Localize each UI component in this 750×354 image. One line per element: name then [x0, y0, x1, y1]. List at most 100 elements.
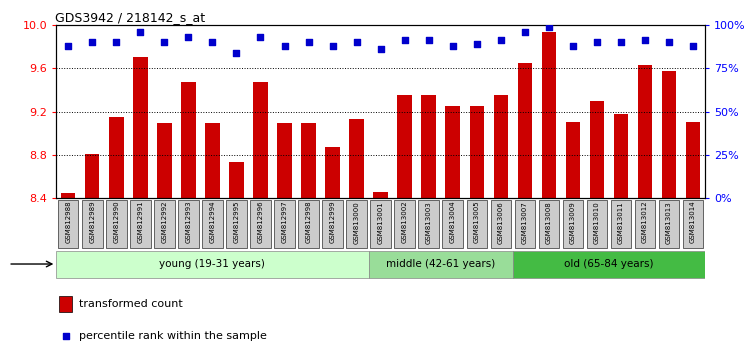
Bar — [230, 162, 244, 198]
Bar — [490, 200, 511, 247]
Bar — [614, 114, 628, 198]
Bar — [130, 200, 151, 247]
Bar — [370, 200, 391, 247]
Bar — [322, 200, 343, 247]
Point — [591, 39, 603, 45]
Text: GSM812997: GSM812997 — [281, 201, 287, 244]
Bar — [178, 200, 199, 247]
Point — [567, 43, 579, 48]
Bar — [513, 251, 705, 278]
Point — [639, 38, 651, 43]
Bar — [494, 95, 508, 198]
Bar — [442, 200, 463, 247]
Text: GSM812992: GSM812992 — [161, 201, 167, 243]
Text: GSM812993: GSM812993 — [185, 201, 191, 244]
Text: GSM813013: GSM813013 — [666, 201, 672, 244]
Text: GDS3942 / 218142_s_at: GDS3942 / 218142_s_at — [55, 11, 205, 24]
Bar — [682, 200, 703, 247]
Text: GSM813012: GSM813012 — [642, 201, 648, 244]
Point — [134, 29, 146, 35]
Bar — [106, 200, 127, 247]
Text: GSM812999: GSM812999 — [329, 201, 335, 244]
Bar — [182, 82, 196, 198]
Bar — [58, 200, 79, 247]
Bar — [326, 147, 340, 198]
Bar — [419, 200, 439, 247]
Point — [471, 41, 483, 47]
Bar — [82, 200, 103, 247]
Text: GSM813001: GSM813001 — [377, 201, 383, 244]
Text: GSM813007: GSM813007 — [522, 201, 528, 244]
Point — [86, 39, 98, 45]
Bar — [446, 106, 460, 198]
Bar — [686, 122, 700, 198]
Bar — [298, 200, 319, 247]
Text: old (65-84 years): old (65-84 years) — [564, 259, 654, 269]
Point — [158, 39, 170, 45]
Point — [110, 39, 122, 45]
Bar — [374, 192, 388, 198]
Bar — [278, 124, 292, 198]
Bar — [394, 200, 415, 247]
Bar — [350, 119, 364, 198]
Point — [447, 43, 459, 48]
Point — [399, 38, 411, 43]
Text: GSM813003: GSM813003 — [426, 201, 432, 244]
Bar — [254, 82, 268, 198]
Bar — [466, 200, 487, 247]
Text: GSM812998: GSM812998 — [305, 201, 311, 244]
Text: GSM812996: GSM812996 — [257, 201, 263, 244]
Text: GSM813008: GSM813008 — [546, 201, 552, 244]
Point — [495, 38, 507, 43]
Point — [374, 46, 387, 52]
Text: GSM812989: GSM812989 — [89, 201, 95, 244]
Text: GSM812995: GSM812995 — [233, 201, 239, 243]
Bar — [658, 200, 680, 247]
Text: GSM812988: GSM812988 — [65, 201, 71, 244]
Text: middle (42-61 years): middle (42-61 years) — [386, 259, 495, 269]
Bar — [85, 154, 100, 198]
Text: percentile rank within the sample: percentile rank within the sample — [79, 331, 267, 341]
Text: GSM813014: GSM813014 — [690, 201, 696, 244]
Bar — [109, 117, 124, 198]
Point — [254, 34, 266, 40]
Text: GSM813010: GSM813010 — [594, 201, 600, 244]
Text: GSM813006: GSM813006 — [498, 201, 504, 244]
Point — [206, 39, 218, 45]
Bar — [154, 200, 175, 247]
Bar — [398, 95, 412, 198]
Text: GSM813009: GSM813009 — [570, 201, 576, 244]
Point — [519, 29, 531, 35]
Bar — [368, 251, 513, 278]
Point — [543, 24, 555, 29]
Bar — [470, 106, 484, 198]
Bar — [274, 200, 295, 247]
Bar — [610, 200, 631, 247]
Bar — [251, 200, 271, 247]
Bar — [302, 124, 316, 198]
Point — [423, 38, 435, 43]
Bar — [61, 193, 76, 198]
Bar — [514, 200, 535, 247]
Bar — [346, 200, 367, 247]
Text: GSM813000: GSM813000 — [353, 201, 359, 244]
Bar — [206, 124, 220, 198]
Text: young (19-31 years): young (19-31 years) — [160, 259, 266, 269]
Bar — [566, 122, 580, 198]
Bar — [586, 200, 607, 247]
Point — [62, 43, 74, 48]
Text: GSM812991: GSM812991 — [137, 201, 143, 244]
Point — [302, 39, 314, 45]
Bar — [59, 296, 73, 312]
Text: GSM813002: GSM813002 — [402, 201, 408, 244]
Bar — [518, 63, 532, 198]
Bar — [422, 95, 436, 198]
Point — [278, 43, 290, 48]
Point — [60, 333, 72, 339]
Point — [182, 34, 194, 40]
Bar — [158, 124, 172, 198]
Bar — [662, 72, 676, 198]
Bar — [634, 200, 656, 247]
Point — [663, 39, 675, 45]
Bar — [590, 101, 604, 198]
